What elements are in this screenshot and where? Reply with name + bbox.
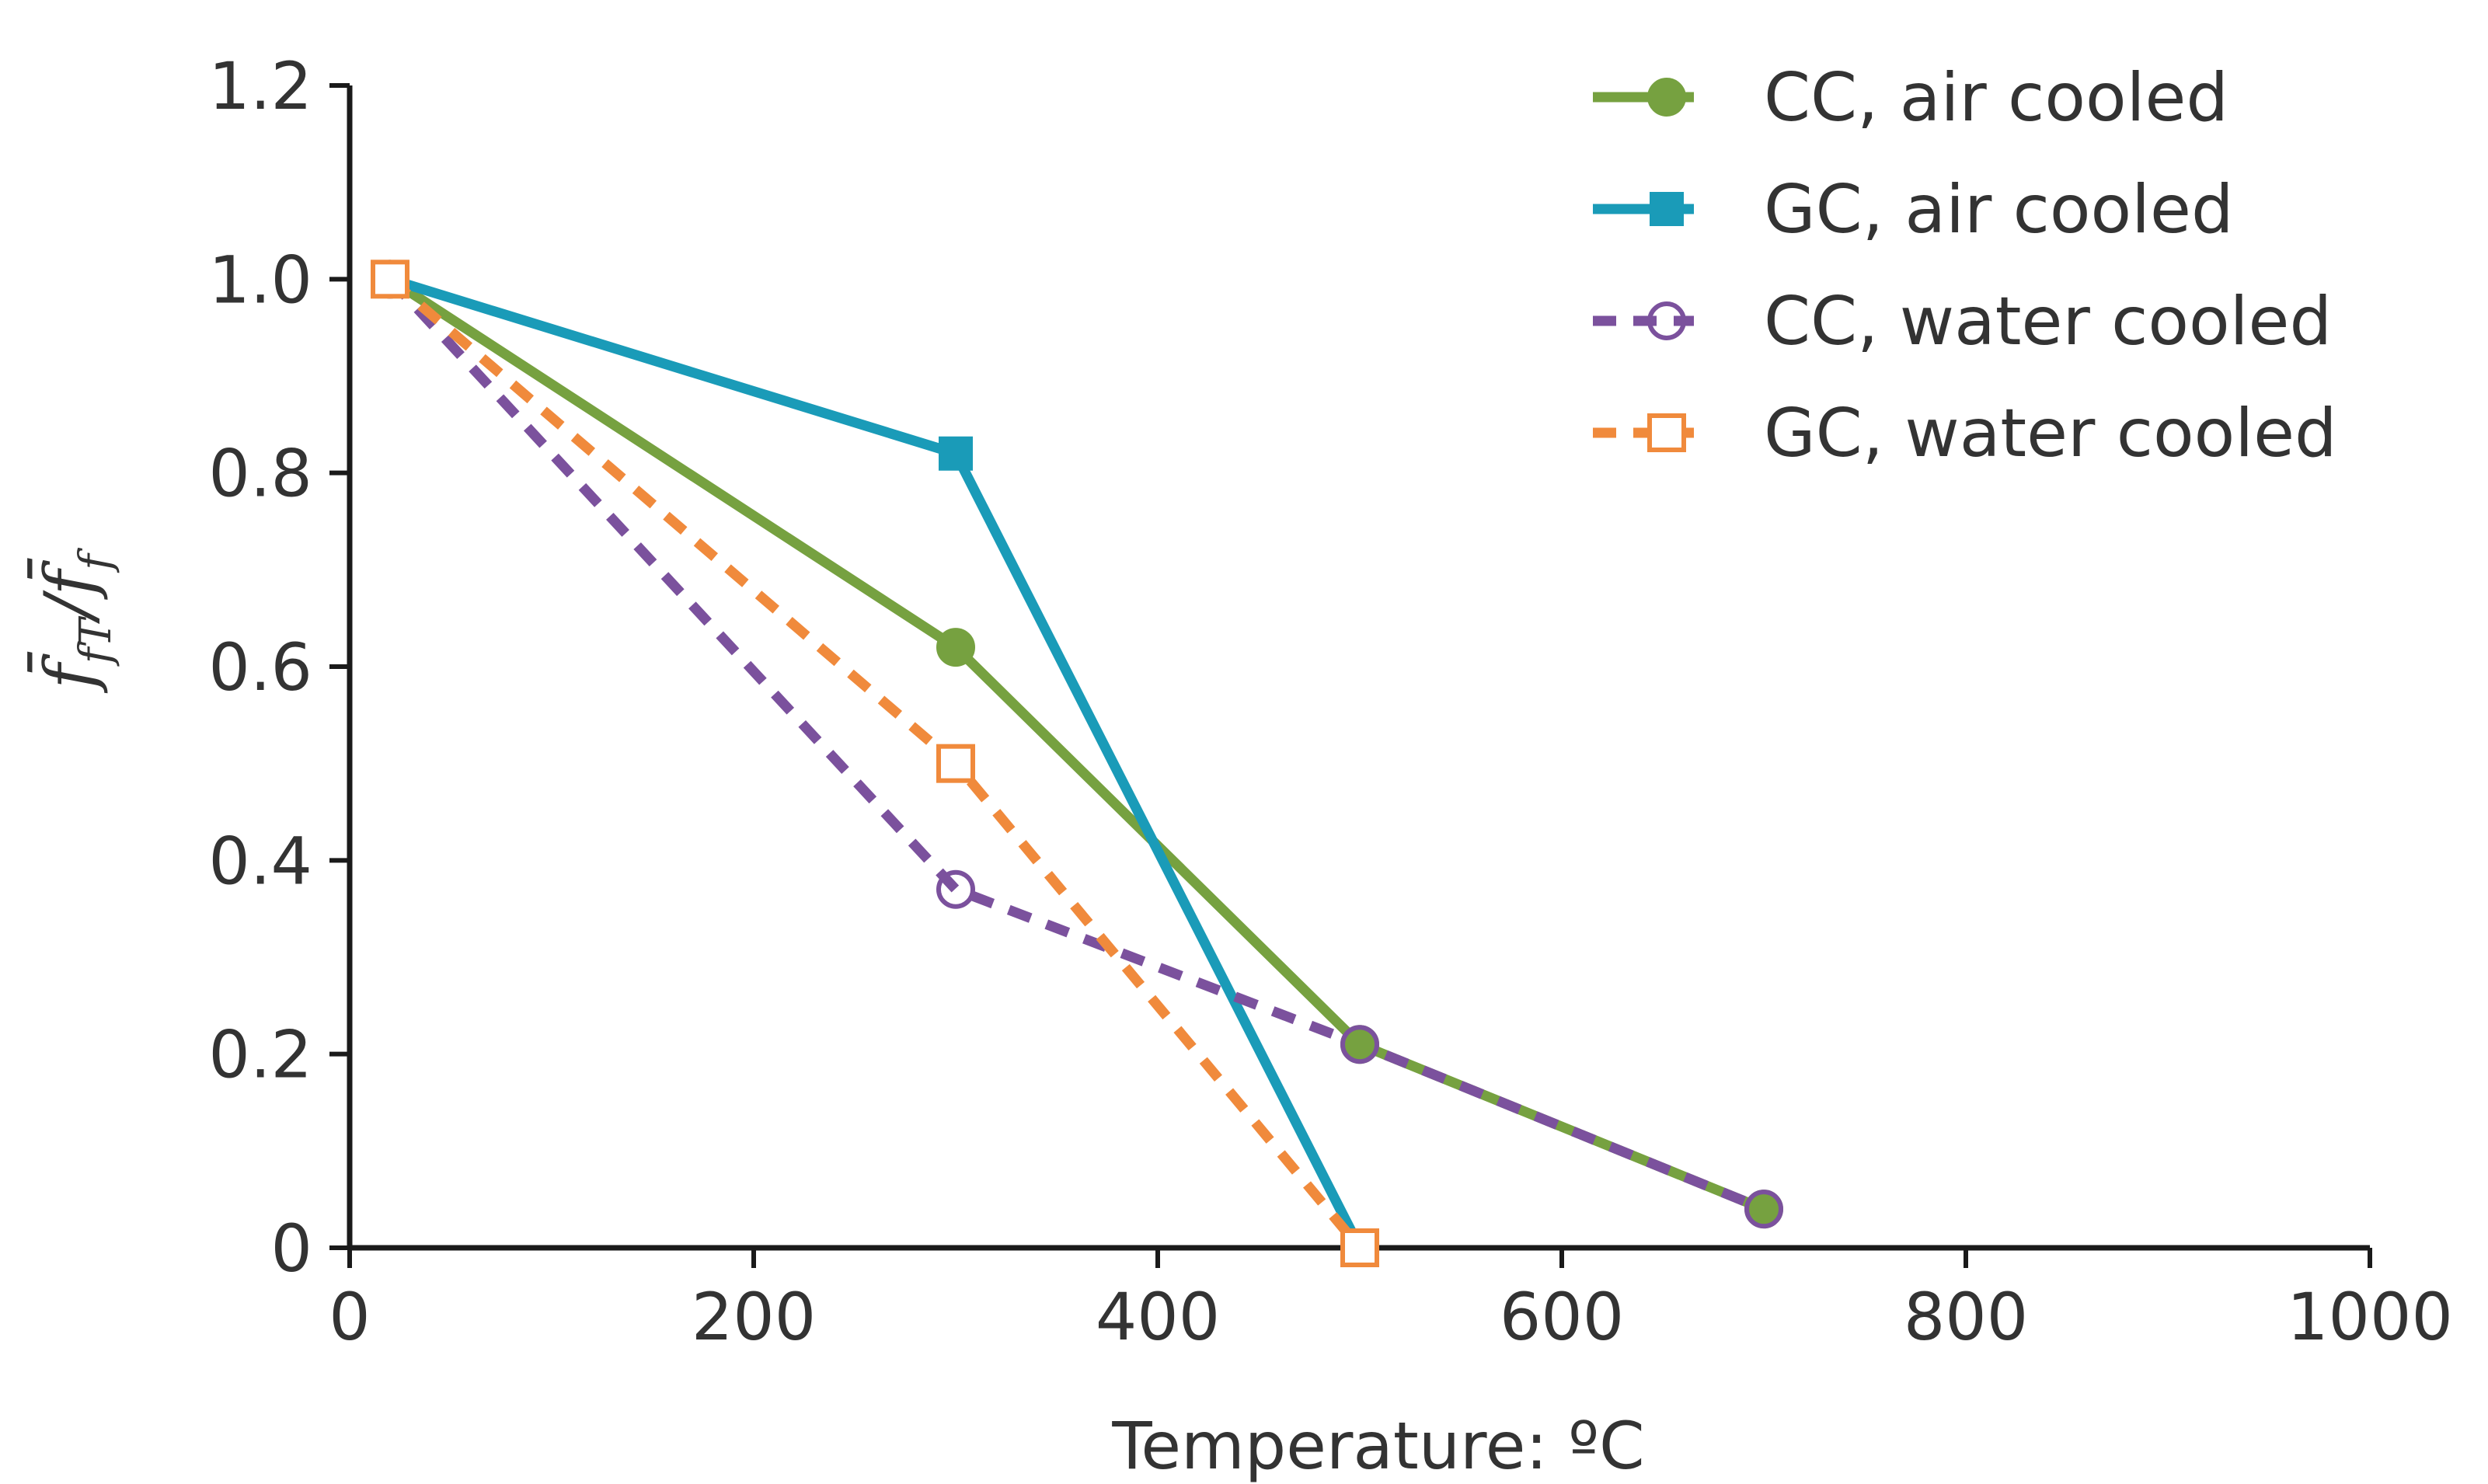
legend-label-cc-air-cooled: CC, air cooled [1764, 59, 2228, 137]
data-point-gc-water-cooled [1340, 1228, 1379, 1267]
ticks: 0 0.2 0.4 0.6 0.8 1.0 1.2 0 200 400 600 800 1000 [208, 48, 2452, 1355]
legend-label-gc-water-cooled: GC, water cooled [1764, 395, 2337, 472]
axes [347, 85, 2370, 1251]
x-tick-label: 800 [1904, 1279, 2028, 1355]
x-tick-label: 400 [1096, 1279, 1220, 1355]
series-layer [371, 260, 1783, 1267]
y-axis-title-part: f [71, 547, 121, 573]
series-line-cc-water-cooled [386, 275, 1766, 1214]
y-tick-label: 0.2 [208, 1017, 312, 1093]
y-tick-label: 0.4 [208, 823, 312, 899]
data-point-cc-water-cooled [1340, 1025, 1379, 1064]
data-point-gc-water-cooled [936, 744, 975, 783]
x-tick-label: 0 [329, 1279, 370, 1355]
data-point-cc-water-cooled [1744, 1190, 1783, 1229]
legend-marker-cc-air-cooled [1647, 78, 1686, 117]
y-axis-title-part: fT [71, 616, 121, 667]
series-line-cc-air-cooled [387, 274, 1766, 1214]
x-axis-title: Temperature: ºC [1111, 1408, 1644, 1484]
y-tick-label: 0.6 [208, 629, 312, 705]
y-tick-label: 0.8 [208, 436, 312, 512]
series-line-gc-air-cooled [389, 274, 1364, 1250]
legend-marker-gc-water-cooled [1647, 413, 1686, 452]
legend-marker-cc-water-cooled [1647, 301, 1686, 340]
data-point-cc-water-cooled [936, 869, 975, 909]
data-point-cc-air-cooled [936, 628, 975, 667]
legend-marker-gc-air-cooled [1650, 192, 1684, 226]
legend-label-gc-air-cooled: GC, air cooled [1764, 171, 2234, 249]
legend: CC, air cooled GC, air cooled CC, water co… [1593, 59, 2337, 472]
y-tick-label: 0 [271, 1211, 312, 1287]
y-axis-title: f̄fT/f̄f [27, 547, 121, 694]
x-tick-label: 1000 [2287, 1279, 2453, 1355]
data-point-gc-air-cooled [939, 436, 973, 471]
x-tick-label: 600 [1500, 1279, 1624, 1355]
data-point-gc-water-cooled [371, 260, 409, 299]
legend-label-cc-water-cooled: CC, water cooled [1764, 283, 2332, 361]
y-tick-label: 1.0 [208, 242, 312, 318]
y-tick-label: 1.2 [208, 48, 312, 124]
x-tick-label: 200 [692, 1279, 816, 1355]
